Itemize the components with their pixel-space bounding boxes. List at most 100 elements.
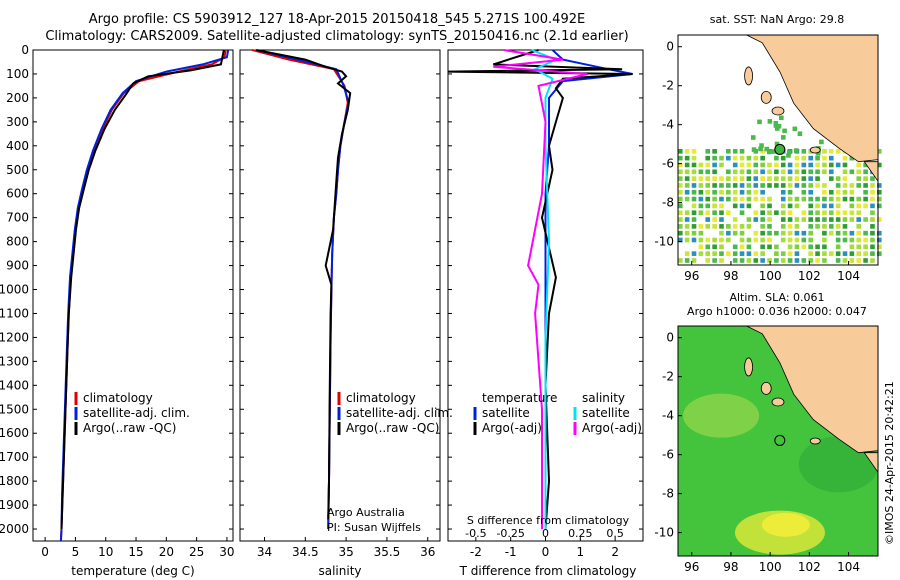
sst-cell (870, 189, 875, 195)
sst-cell (719, 176, 724, 181)
sst-cell (863, 189, 868, 195)
sst-cell (760, 230, 765, 236)
sst-cell (815, 217, 820, 222)
sst-cell (739, 251, 745, 256)
sst-cell (849, 183, 855, 188)
sst-cell (779, 115, 784, 121)
sst-cell (822, 251, 827, 256)
sst-cell (822, 189, 827, 195)
island (760, 90, 772, 104)
sst-cell (792, 126, 798, 132)
sst-cell (719, 203, 724, 209)
sst-cell (760, 155, 765, 161)
sst-cell (684, 237, 690, 243)
sst-cell (751, 147, 757, 152)
sst-cell (760, 149, 765, 154)
map-y-tick-label: -4 (662, 118, 674, 132)
series-line-s-argo-adj- (493, 49, 588, 529)
sst-cell (822, 203, 827, 209)
sst-cell (815, 203, 820, 209)
sst-cell (780, 135, 786, 140)
legend-argo: Argo(..raw -QC) (83, 421, 176, 435)
x-tick-label: 0 (41, 545, 49, 559)
sst-cell (794, 244, 800, 250)
sst-cell (801, 189, 807, 195)
sst-cell (726, 155, 731, 161)
credit-argo-australia: Argo Australia (327, 506, 405, 519)
legend-t-argo: Argo(-adj) (482, 421, 542, 435)
difference-legend: temperature salinity satellite Argo(-adj… (473, 391, 642, 435)
sst-cell (870, 224, 875, 229)
sst-cell (691, 251, 697, 256)
sst-cell (835, 237, 841, 243)
sst-cell (774, 176, 779, 181)
x-top-tick-label: -0.25 (496, 527, 524, 540)
sst-cell (753, 162, 759, 168)
y-tick-label: 900 (6, 259, 29, 273)
sst-cell (870, 210, 875, 216)
sst-cell (767, 176, 772, 181)
sst-cell (828, 162, 834, 168)
sst-cell (794, 169, 800, 175)
sst-cell (705, 224, 711, 229)
sst-cell (746, 183, 752, 188)
sst-cell (705, 217, 711, 222)
sst-cell (705, 244, 711, 250)
sst-cell (842, 183, 848, 188)
sst-cell (780, 189, 786, 195)
sst-cell (877, 237, 882, 243)
sst-cell (739, 183, 745, 188)
sst-cell (863, 176, 868, 181)
sst-cell (808, 258, 813, 263)
x-tick-label: 15 (128, 545, 143, 559)
sst-cell (835, 162, 841, 168)
sst-cell (712, 196, 717, 202)
sst-cell (719, 162, 724, 168)
sst-cell (870, 258, 875, 263)
sst-cell (787, 244, 793, 250)
y-tick-label: 700 (6, 211, 29, 225)
legend-t-satellite: satellite (482, 406, 530, 420)
temperature-panel (32, 49, 234, 542)
series-line-argo-raw-qc- (256, 49, 352, 520)
sst-cell (835, 176, 841, 181)
sst-cell (712, 149, 717, 154)
sst-cell (753, 176, 759, 181)
sst-cell (870, 251, 875, 256)
sst-cell (746, 189, 752, 195)
sst-cell (726, 183, 731, 188)
sst-cell (822, 244, 827, 250)
sst-cell (698, 169, 704, 175)
x-tick-label: 30 (219, 545, 234, 559)
sst-cell (705, 203, 711, 209)
sst-cell (712, 210, 717, 216)
sst-cell (753, 155, 759, 161)
sst-cell (698, 162, 704, 168)
argo-position-marker (774, 434, 786, 446)
sst-cell (684, 155, 690, 161)
legend-s-satellite: satellite (582, 406, 630, 420)
sst-cell (794, 196, 800, 202)
salinity-panel (239, 49, 441, 542)
y-tick-label: 1200 (0, 330, 29, 344)
sst-cell (870, 230, 875, 236)
sst-cell (691, 162, 697, 168)
sst-cell (739, 258, 745, 263)
map-x-tick-label: 102 (798, 560, 821, 574)
y-tick-label: 1700 (0, 450, 29, 464)
sst-cell (705, 149, 711, 154)
sst-cell (808, 155, 813, 161)
sst-cell (794, 183, 800, 188)
sst-cell (856, 217, 862, 222)
x-top-tick-label: 0.25 (568, 527, 593, 540)
sst-cell (719, 251, 724, 256)
sst-cell (780, 251, 786, 256)
sst-cell (750, 135, 756, 140)
x-tick-label: 25 (189, 545, 204, 559)
sst-cell (732, 230, 738, 236)
sst-cell (787, 217, 793, 222)
sst-cell (746, 224, 752, 229)
sst-cell (770, 149, 776, 154)
sst-cell (678, 149, 683, 154)
sst-cell (794, 237, 800, 243)
